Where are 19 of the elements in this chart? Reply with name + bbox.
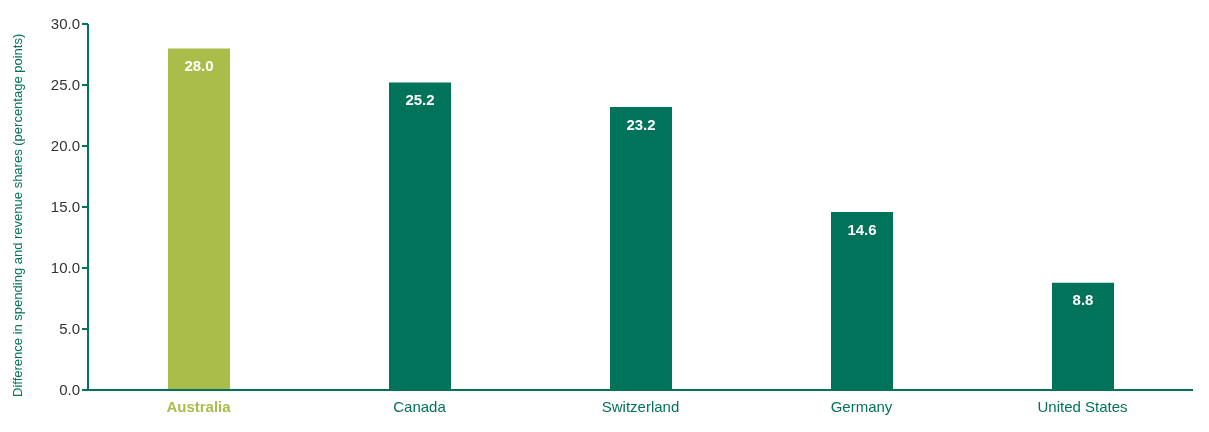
bar [168,48,230,390]
data-label: 25.2 [405,91,435,109]
y-tick-label: 10.0 [50,259,80,277]
y-tick-label: 20.0 [50,137,80,155]
x-tick-label: Switzerland [601,398,680,415]
y-axis-title: Difference in spending and revenue shares (percentage points) [9,33,25,397]
data-label: 14.6 [847,220,877,238]
data-label: 8.8 [1072,291,1094,309]
x-tick-label: Australia [166,398,232,415]
y-tick-label: 5.0 [59,320,80,338]
y-tick-label: 25.0 [50,76,80,94]
y-tick-label: 0.0 [59,381,80,399]
x-tick-label: United States [1037,398,1128,415]
x-tick-label: Germany [830,398,893,415]
data-label: 28.0 [184,57,214,75]
data-label: 23.2 [626,115,656,133]
y-tick-label: 30.0 [50,15,80,33]
x-tick-label: Canada [393,398,447,415]
y-tick-label: 15.0 [50,198,80,216]
